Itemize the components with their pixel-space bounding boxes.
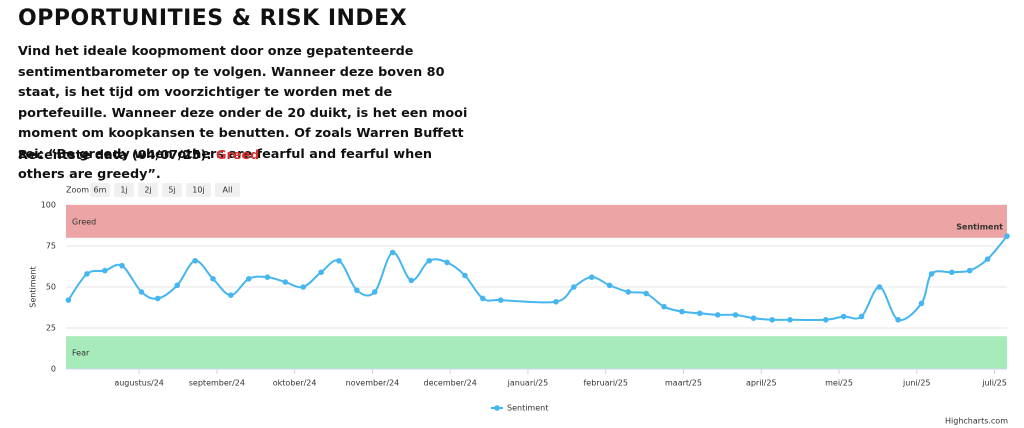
zoom-button-label[interactable]: All bbox=[223, 186, 233, 195]
point bbox=[732, 312, 739, 318]
recent-data: Recentste data (04/07/25): Greed bbox=[18, 148, 259, 163]
point bbox=[174, 282, 181, 289]
y-tick-label: 100 bbox=[41, 201, 56, 210]
point bbox=[588, 274, 595, 280]
point bbox=[918, 300, 925, 307]
point bbox=[984, 256, 991, 262]
point bbox=[228, 292, 234, 298]
point bbox=[750, 315, 757, 321]
point bbox=[462, 272, 468, 279]
point bbox=[697, 310, 703, 317]
band bbox=[66, 205, 1007, 238]
x-tick-label: augustus/24 bbox=[114, 379, 164, 388]
x-tick-label: februari/25 bbox=[583, 379, 627, 388]
point bbox=[264, 274, 271, 280]
point bbox=[245, 276, 252, 282]
y-tick-label: 75 bbox=[46, 242, 56, 251]
zoom-button[interactable] bbox=[215, 183, 240, 197]
zoom-button[interactable] bbox=[138, 183, 158, 197]
description: Vind het ideale koopmoment door onze gep… bbox=[18, 44, 468, 182]
band-label: Fear bbox=[72, 349, 90, 358]
point bbox=[480, 295, 486, 302]
band bbox=[66, 336, 1007, 369]
x-tick-label: oktober/24 bbox=[273, 379, 317, 388]
x-tick-label: juli/25 bbox=[981, 379, 1007, 388]
zoom-button[interactable] bbox=[114, 183, 134, 197]
point bbox=[895, 317, 901, 323]
point bbox=[553, 298, 559, 305]
zoom-button-label[interactable]: 6m bbox=[94, 186, 107, 195]
point bbox=[210, 276, 216, 282]
point bbox=[497, 297, 504, 303]
point bbox=[336, 257, 342, 264]
point bbox=[679, 308, 685, 315]
x-tick-label: december/24 bbox=[424, 379, 477, 388]
point bbox=[966, 267, 973, 274]
credits: Highcharts.com bbox=[945, 417, 1008, 426]
recent-label: Recentste data (04/07/25): bbox=[18, 148, 212, 163]
y-tick-label: 50 bbox=[46, 283, 56, 292]
point bbox=[371, 289, 378, 295]
point bbox=[948, 269, 955, 276]
point bbox=[389, 249, 396, 256]
chart: Zoom 6m 1j 2j 5j 10j All 0 25 50 75 100 Sentiment Gre… bbox=[29, 183, 1010, 426]
x-tick-label: juni/25 bbox=[902, 379, 930, 388]
x-tick-label: april/25 bbox=[746, 379, 777, 388]
recent-value: Greed bbox=[215, 148, 260, 163]
point bbox=[84, 271, 90, 277]
zoom-button-label[interactable]: 1j bbox=[120, 186, 127, 195]
point bbox=[822, 317, 829, 323]
zoom-label: Zoom bbox=[66, 186, 89, 195]
x-tick-label: mei/25 bbox=[825, 379, 853, 388]
point bbox=[102, 267, 108, 274]
series-line bbox=[67, 235, 1008, 322]
point bbox=[138, 289, 145, 295]
zoom-button[interactable] bbox=[186, 183, 211, 197]
point bbox=[858, 313, 865, 320]
x-tick-label: september/24 bbox=[189, 379, 245, 388]
y-axis-title: Sentiment bbox=[29, 266, 38, 307]
zoom-button-label[interactable]: 10j bbox=[192, 186, 204, 195]
point bbox=[787, 317, 793, 323]
legend-label[interactable]: Sentiment bbox=[507, 404, 548, 413]
point bbox=[643, 290, 649, 297]
page-title: OPPORTUNITIES & RISK INDEX bbox=[18, 6, 408, 31]
band-label: Greed bbox=[72, 218, 96, 227]
point bbox=[928, 271, 935, 277]
x-tick-label: maart/25 bbox=[665, 379, 702, 388]
x-tick-label: januari/25 bbox=[507, 379, 549, 388]
zoom-button-label[interactable]: 2j bbox=[144, 186, 151, 195]
point bbox=[119, 262, 125, 269]
zoom-button[interactable] bbox=[90, 183, 110, 197]
legend-marker bbox=[494, 405, 500, 411]
point bbox=[426, 257, 432, 264]
zoom-button-label[interactable]: 5j bbox=[168, 186, 175, 195]
point bbox=[282, 279, 289, 285]
zoom-button[interactable] bbox=[162, 183, 182, 197]
series-label: Sentiment bbox=[956, 223, 1003, 232]
point bbox=[354, 287, 360, 294]
y-tick-label: 25 bbox=[46, 324, 56, 333]
point bbox=[65, 297, 72, 303]
point bbox=[154, 295, 161, 302]
point bbox=[769, 317, 775, 323]
point bbox=[300, 284, 306, 290]
y-tick-label: 0 bbox=[51, 365, 56, 374]
point bbox=[606, 282, 613, 289]
point bbox=[444, 259, 450, 266]
point bbox=[625, 289, 632, 295]
point bbox=[1004, 233, 1010, 239]
point bbox=[876, 284, 883, 290]
point bbox=[714, 312, 721, 318]
point bbox=[661, 303, 667, 310]
point bbox=[840, 313, 847, 320]
point bbox=[318, 269, 324, 276]
x-tick-label: november/24 bbox=[346, 379, 400, 388]
point bbox=[571, 284, 577, 290]
point bbox=[192, 257, 198, 264]
point bbox=[408, 277, 415, 284]
